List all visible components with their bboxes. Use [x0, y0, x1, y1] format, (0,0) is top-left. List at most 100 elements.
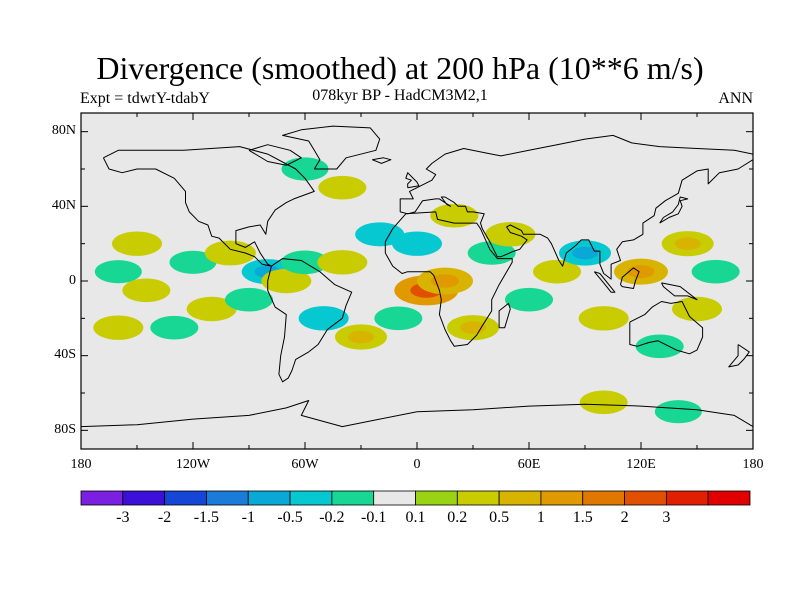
field-blob-22: [485, 222, 536, 247]
colorbar-swatch-11: [540, 490, 584, 506]
field-blob-8: [317, 250, 368, 275]
lon-label-180w: 180: [70, 457, 92, 472]
colorbar-swatch-4: [247, 490, 291, 506]
field-blob-36: [654, 400, 702, 424]
coastline-borneo: [620, 267, 640, 289]
field-blob-33: [281, 157, 329, 181]
coastline-iceland: [372, 157, 392, 164]
field-blob-2: [122, 278, 171, 303]
coastline-sumatra: [593, 271, 616, 293]
period-label: 078kyr BP - HadCM3M2,1: [312, 87, 488, 104]
experiment-label: Expt = tdwtY-tdabY: [80, 90, 210, 107]
colorbar-label-12: 2: [620, 509, 629, 526]
lon-label-120w: 120W: [175, 457, 211, 472]
field-core-23: [460, 321, 486, 334]
coastline-africa: [384, 211, 513, 347]
field-blob-31: [672, 296, 722, 322]
lon-label-60w: 60W: [291, 457, 319, 472]
coastline-south-america: [267, 258, 353, 383]
lat-label-80s: 80S: [54, 422, 76, 437]
coastlines: [81, 125, 753, 428]
field-core-28: [627, 265, 655, 279]
season-label: ANN: [718, 90, 753, 107]
field-blob-3: [169, 250, 217, 274]
coastline-baffin: [248, 144, 302, 166]
coastline-madagascar: [498, 302, 511, 329]
field-blob-30: [691, 259, 740, 284]
field-blob-9: [355, 222, 405, 247]
field-core-26: [572, 246, 598, 260]
coastline-japan: [659, 196, 689, 224]
colorbar-swatch-10: [498, 490, 542, 506]
field-blob-35: [579, 390, 628, 415]
lon-label-120e: 120E: [626, 457, 656, 472]
map-title: Divergence (smoothed) at 200 hPa (10**6 …: [96, 50, 704, 86]
field-core-15: [348, 330, 374, 344]
coastline-new-guinea: [661, 282, 698, 301]
field-blob-13: [93, 315, 144, 340]
coastline-north-america: [102, 146, 315, 267]
field-core-29: [674, 237, 701, 250]
field-blob-25: [533, 259, 581, 284]
colorbar-swatch-8: [415, 490, 458, 506]
colorbar-label-8: 0.2: [447, 509, 468, 526]
coastline-eurasia: [399, 134, 753, 280]
lat-label-40s: 40S: [54, 347, 76, 362]
field-blob-27: [578, 306, 629, 331]
colorbar-label-6: -0.1: [361, 509, 387, 526]
colorbar-swatch-1: [122, 490, 166, 506]
lat-label-80n: 80N: [51, 123, 76, 138]
colorbar-swatch-12: [582, 490, 625, 506]
field-blob-0: [112, 231, 162, 256]
divergence-field: [93, 157, 740, 424]
map-plot-area: [80, 112, 754, 450]
colorbar-label-9: 0.5: [489, 509, 510, 526]
field-blob-19: [392, 231, 442, 256]
coastline-antarctica: [81, 400, 753, 428]
axis-ticks: [80, 113, 754, 449]
coastline-britain: [405, 172, 420, 189]
lat-label-0: 0: [69, 273, 76, 288]
field-blob-32: [635, 334, 684, 359]
colorbar-swatch-7: [373, 490, 416, 506]
field-blob-11: [225, 287, 273, 312]
lat-label-40n: 40N: [51, 198, 76, 213]
lon-label-0: 0: [413, 457, 421, 472]
field-blob-16: [374, 306, 423, 331]
colorbar-swatch-0: [80, 490, 124, 506]
colorbar-label-5: -0.2: [319, 509, 345, 526]
colorbar-swatch-3: [206, 490, 249, 506]
colorbar-label-1: -2: [157, 509, 172, 526]
field-blob-4: [204, 240, 256, 266]
colorbar-swatch-13: [624, 490, 667, 506]
colorbar-label-10: 1: [536, 509, 545, 526]
field-blob-20: [430, 203, 479, 228]
field-blob-34: [318, 175, 367, 200]
colorbar-swatch-2: [164, 490, 207, 506]
coastline-greenland: [282, 125, 381, 170]
colorbar-label-13: 3: [662, 509, 671, 526]
colorbar-label-2: -1.5: [193, 509, 220, 526]
colorbar-label-3: -1: [241, 509, 255, 526]
colorbar-label-4: -0.5: [277, 509, 303, 526]
field-blob-1: [94, 260, 142, 284]
colorbar-swatch-6: [331, 490, 375, 506]
lon-label-180e: 180: [742, 457, 764, 472]
colorbar-swatch-14: [665, 490, 709, 506]
colorbar-swatch-5: [289, 490, 333, 506]
colorbar: [80, 490, 751, 506]
field-blob-10: [186, 296, 237, 322]
colorbar-swatch-15: [707, 490, 751, 506]
field-blob-12: [150, 315, 199, 340]
field-blob-6: [261, 268, 312, 294]
coastline-australia: [629, 301, 704, 355]
lon-label-60e: 60E: [517, 457, 541, 472]
field-blob-14: [298, 306, 349, 331]
coastline-new-zealand: [728, 344, 750, 368]
colorbar-label-0: -3: [116, 509, 130, 526]
colorbar-label-11: 1.5: [572, 509, 593, 526]
colorbar-swatch-9: [456, 490, 500, 506]
field-blob-24: [505, 287, 553, 312]
colorbar-label-7: 0.1: [405, 509, 426, 526]
